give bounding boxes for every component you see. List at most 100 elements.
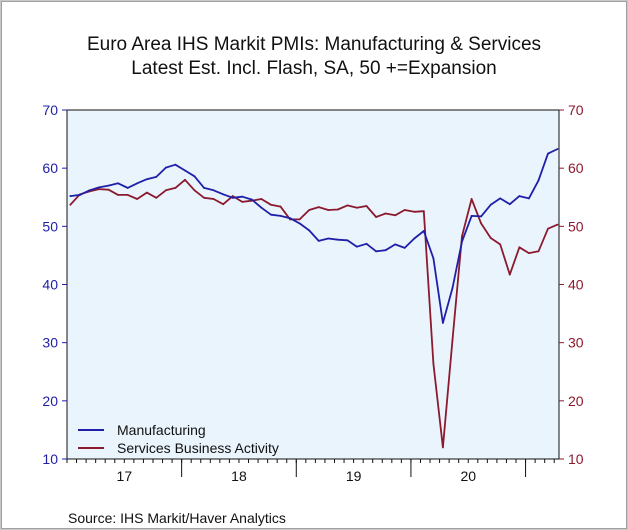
data-point: [327, 237, 330, 240]
data-point: [518, 195, 521, 197]
left-tick-label: 10: [42, 451, 58, 467]
data-point: [222, 193, 225, 196]
data-point: [308, 209, 311, 211]
data-point: [451, 338, 454, 341]
data-point: [308, 229, 311, 232]
data-point: [480, 215, 483, 218]
data-point: [241, 195, 244, 198]
data-point: [336, 238, 339, 241]
data-point: [155, 196, 158, 199]
data-point: [403, 246, 406, 249]
right-tick-label: 10: [568, 451, 584, 467]
data-point: [356, 245, 358, 248]
data-point: [556, 148, 559, 150]
data-point: [528, 197, 530, 200]
left-tick-label: 40: [42, 277, 58, 293]
data-point: [528, 252, 530, 254]
data-point: [193, 189, 196, 192]
right-tick-label: 50: [568, 218, 584, 234]
data-point: [461, 235, 463, 238]
data-point: [155, 175, 158, 178]
data-point: [394, 214, 397, 217]
data-point: [212, 198, 215, 200]
x-tick-label: 20: [460, 468, 476, 484]
data-point: [231, 196, 234, 199]
data-point: [442, 446, 444, 449]
data-point: [117, 194, 120, 196]
left-tick-label: 70: [42, 102, 58, 118]
data-point: [298, 222, 301, 225]
data-point: [537, 179, 540, 182]
data-point: [327, 209, 330, 211]
data-point: [356, 206, 358, 209]
data-point: [203, 187, 205, 189]
data-point: [461, 240, 463, 243]
data-point: [489, 237, 492, 239]
data-point: [98, 188, 100, 191]
data-point: [69, 203, 72, 206]
legend-label-services: Services Business Activity: [117, 440, 279, 456]
data-point: [413, 210, 416, 213]
data-point: [422, 210, 425, 213]
x-tick-label: 19: [346, 468, 362, 484]
data-point: [384, 212, 387, 215]
data-point: [547, 227, 549, 230]
data-point: [298, 218, 301, 221]
x-axis: 17 18 19 20: [66, 459, 555, 484]
data-point: [518, 246, 521, 249]
series-line-manufacturing: [70, 148, 558, 324]
data-point: [203, 196, 205, 199]
data-point: [164, 189, 167, 192]
data-point: [279, 214, 282, 217]
data-point: [375, 250, 377, 253]
data-point: [470, 198, 473, 200]
right-axis: 10 20 30 40 50 60 70: [559, 102, 584, 467]
data-point: [136, 182, 139, 185]
data-point: [222, 203, 225, 206]
data-point: [164, 166, 167, 169]
data-point: [231, 195, 234, 197]
data-point: [384, 249, 387, 252]
data-point: [260, 206, 263, 209]
data-point: [317, 206, 320, 209]
data-point: [547, 152, 549, 155]
series-line-services-business-activity: [69, 178, 558, 449]
data-point: [98, 186, 100, 189]
data-point: [442, 321, 444, 324]
data-point: [126, 194, 129, 196]
legend-label-manufacturing: Manufacturing: [117, 422, 206, 438]
data-point: [184, 169, 186, 172]
data-point: [499, 197, 502, 200]
data-point: [270, 203, 272, 206]
data-point: [289, 217, 291, 220]
right-tick-label: 60: [568, 160, 584, 176]
data-point: [508, 273, 511, 276]
data-point: [432, 257, 435, 260]
data-point: [317, 239, 320, 242]
legend: Manufacturing Services Business Activity: [78, 422, 279, 456]
data-point: [499, 243, 502, 246]
right-tick-label: 70: [568, 102, 584, 118]
data-point: [422, 230, 425, 232]
left-tick-label: 30: [42, 335, 58, 351]
data-point: [346, 204, 349, 207]
data-point: [145, 178, 148, 181]
data-point: [88, 189, 91, 192]
data-point: [117, 182, 120, 185]
left-tick-label: 50: [42, 218, 58, 234]
data-point: [174, 187, 177, 189]
right-tick-label: 20: [568, 393, 584, 409]
left-tick-label: 60: [42, 160, 58, 176]
data-point: [336, 208, 339, 211]
chart-title: Euro Area IHS Markit PMIs: Manufacturing…: [87, 34, 541, 55]
data-point: [413, 237, 416, 240]
data-point: [432, 362, 435, 365]
data-point: [270, 213, 272, 216]
data-point: [241, 201, 244, 203]
data-point: [556, 223, 559, 226]
data-point: [212, 189, 215, 192]
data-point: [107, 188, 110, 191]
data-point: [365, 205, 368, 207]
chart-subtitle: Latest Est. Incl. Flash, SA, 50 +=Expans…: [131, 58, 496, 79]
data-point: [78, 194, 81, 196]
